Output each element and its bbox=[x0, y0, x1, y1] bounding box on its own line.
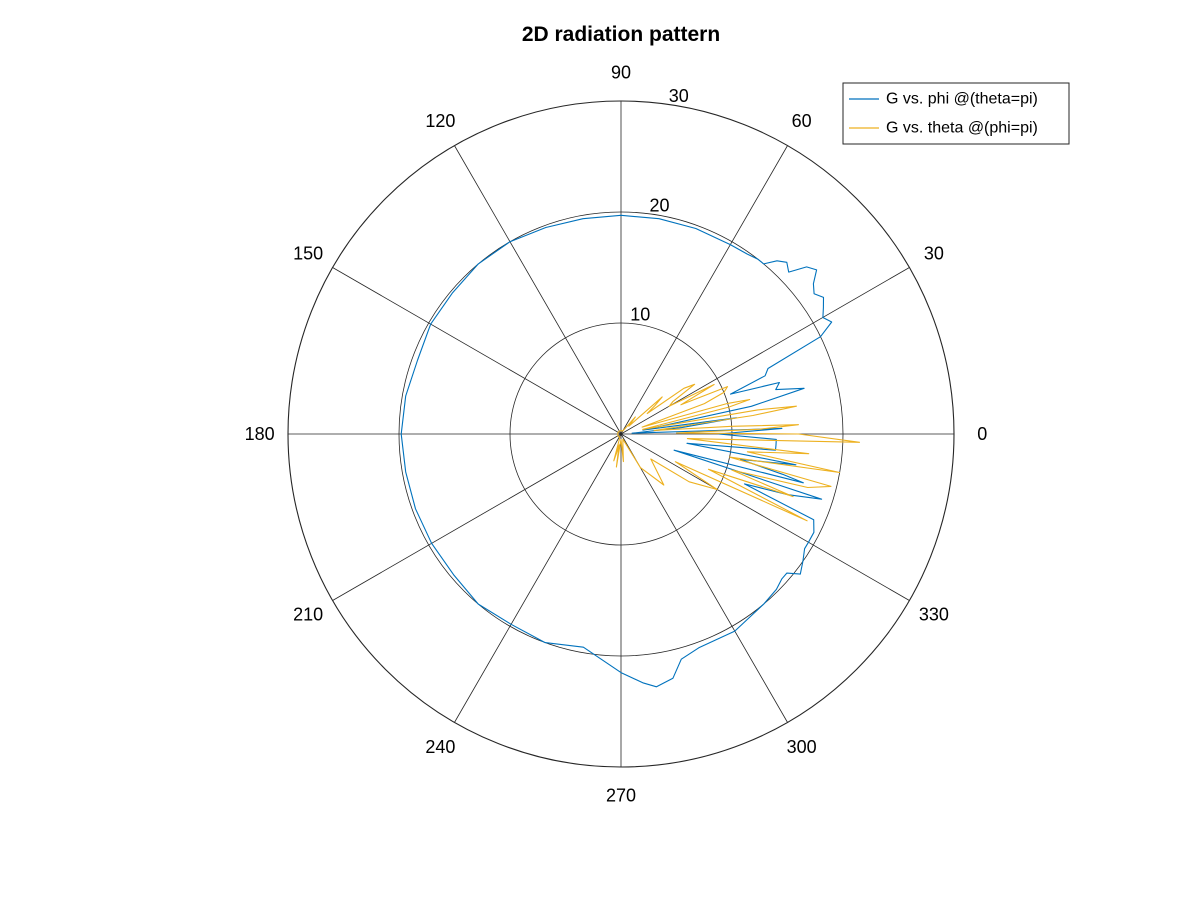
legend-entry-2: G vs. theta @(phi=pi) bbox=[886, 120, 1038, 137]
series-layer bbox=[400, 214, 861, 688]
legend-box bbox=[842, 82, 1070, 145]
theta-tick-label-150: 150 bbox=[293, 243, 323, 263]
spoke-210 bbox=[332, 433, 622, 601]
ring-20 bbox=[398, 211, 844, 657]
spoke-240 bbox=[454, 433, 622, 723]
spoke-330 bbox=[620, 433, 910, 601]
polar-grid bbox=[287, 100, 955, 768]
spoke-120 bbox=[454, 145, 622, 435]
series-line-2 bbox=[613, 383, 861, 522]
spoke-60 bbox=[620, 145, 788, 435]
theta-tick-label-120: 120 bbox=[425, 111, 455, 131]
theta-tick-label-270: 270 bbox=[606, 785, 636, 805]
legend-entry-1: G vs. phi @(theta=pi) bbox=[886, 91, 1038, 108]
theta-tick-label-210: 210 bbox=[293, 605, 323, 625]
theta-tick-label-0: 0 bbox=[977, 424, 987, 444]
theta-tick-label-30: 30 bbox=[924, 243, 944, 263]
spoke-300 bbox=[620, 433, 788, 723]
r-tick-label-20: 20 bbox=[650, 195, 670, 215]
r-tick-label-30: 30 bbox=[669, 86, 689, 106]
theta-tick-label-180: 180 bbox=[245, 424, 275, 444]
chart-title: 2D radiation pattern bbox=[522, 23, 720, 46]
series-line-1 bbox=[400, 214, 833, 688]
ring-30 bbox=[287, 100, 955, 768]
theta-tick-label-90: 90 bbox=[611, 63, 631, 83]
spoke-150 bbox=[332, 267, 622, 435]
legend: G vs. phi @(theta=pi) G vs. theta @(phi=p… bbox=[842, 82, 1070, 145]
tick-labels: 0 30 60 90 120 150 180 210 240 270 300 330 10 20 30 bbox=[245, 63, 988, 806]
theta-tick-label-330: 330 bbox=[919, 605, 949, 625]
theta-tick-label-60: 60 bbox=[792, 111, 812, 131]
theta-tick-label-300: 300 bbox=[787, 737, 817, 757]
theta-tick-label-240: 240 bbox=[425, 737, 455, 757]
r-tick-label-10: 10 bbox=[630, 305, 650, 325]
